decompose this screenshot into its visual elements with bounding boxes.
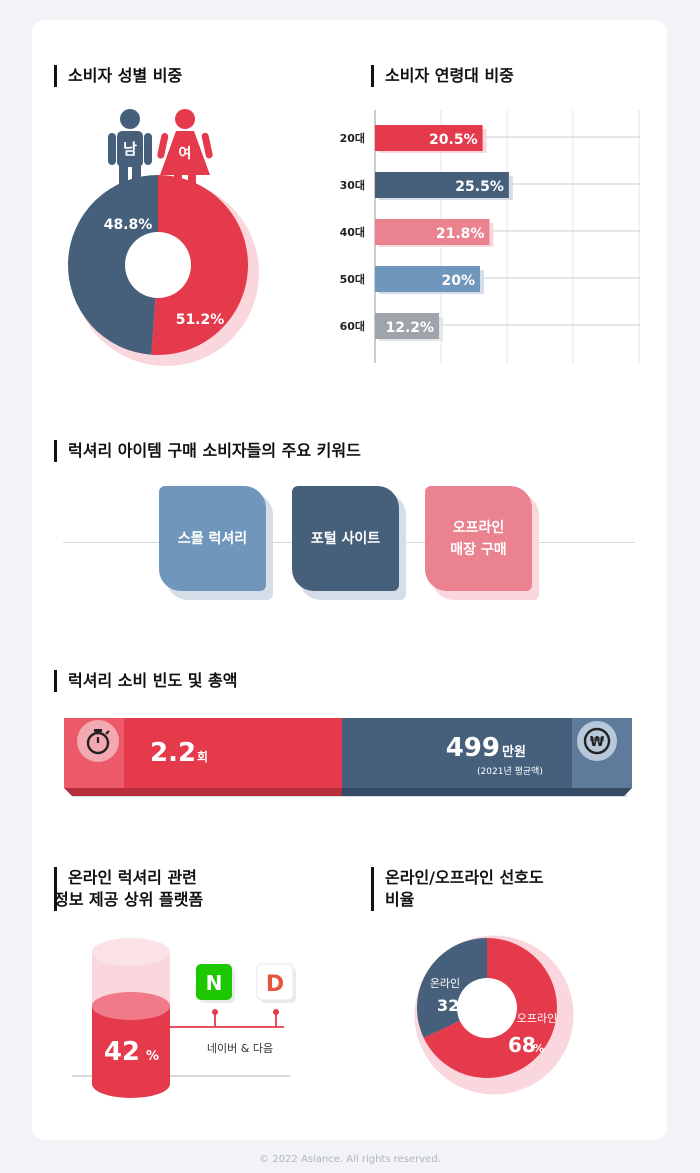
platform-caption: 네이버 & 다음 [207,1042,273,1055]
frequency-total-note: (2021년 평균액) [477,765,543,777]
frequency-count-unit: 회 [197,749,208,764]
age-category-label: 60대 [340,319,365,333]
gender-section-title: 소비자 성별 비중 [54,65,182,87]
preference-offline-label: 오프라인 [517,1012,557,1025]
frequency-section-title: 럭셔리 소비 빈도 및 총액 [54,670,237,692]
keyword-offline-store: 오프라인 매장 구매 [425,486,532,591]
female-label: 여 [179,145,192,162]
platform-section-title: 온라인 럭셔리 관련 정보 제공 상위 플랫폼 [54,867,203,911]
preference-online-value: 32 [437,996,459,1015]
daum-logo-letter: D [266,972,284,997]
preference-donut-hole [457,978,517,1038]
gender-donut-chart: 남 여 48.8% 51.2% [67,109,259,366]
preference-online-label: 온라인 [430,977,460,990]
keyword-3-label-line1: 오프라인 [452,519,505,536]
naver-logo-icon [196,964,235,1003]
stopwatch-icon [77,720,119,762]
gender-slice-male [67,175,158,355]
keyword-3-label-line2: 매장 구매 [450,541,507,558]
age-value-label: 21.8% [436,226,485,242]
daum-logo-icon [256,963,296,1003]
age-bar-60대 [375,313,440,339]
age-section-title: 소비자 연령대 비중 [371,65,514,87]
frequency-total-unit: 만원 [502,744,526,760]
platform-percent-value: 42 [104,1037,140,1067]
frequency-bar: 2.2 회 499 만원 (2021년 평균액) ₩ [64,718,632,797]
age-value-label: 12.2% [385,320,434,336]
gender-slice-female [151,175,248,355]
preference-offline-value: 68 [508,1033,536,1057]
gender-donut-hole [125,232,191,298]
preference-online-unit: % [456,1003,466,1014]
age-category-label: 50대 [340,272,365,286]
won-symbol: ₩ [590,735,605,750]
age-bar-40대 [375,219,490,245]
preference-title-line1: 온라인/오프라인 선호도 [385,868,544,887]
preference-title-line2: 비율 [385,890,415,909]
frequency-count-value: 2.2 [150,738,196,768]
preference-section-title: 온라인/오프라인 선호도 비율 [371,867,544,911]
keywords-section-title: 럭셔리 아이템 구매 소비자들의 주요 키워드 [54,440,361,462]
age-category-label: 30대 [340,178,365,192]
preference-donut-chart: 온라인 32 % 오프라인 68 % [414,935,574,1095]
keyword-small-luxury: 스몰 럭셔리 [159,486,266,591]
age-bar-chart: 20대 20.5% 30대 25.5% 40대 21.8% 50대 20% 60대 12.2% [340,110,640,363]
age-bar-20대 [375,125,483,151]
gender-value-male: 48.8% [104,217,153,233]
age-category-label: 40대 [340,225,365,239]
platform-title-line2: 정보 제공 상위 플랫폼 [54,890,204,909]
keyword-1-label: 스몰 럭셔리 [177,530,248,547]
male-figure-icon [108,109,152,196]
keyword-portal-site: 포털 사이트 [292,486,399,591]
won-icon [577,721,617,761]
male-label: 남 [123,140,137,158]
gender-value-female: 51.2% [176,312,225,328]
age-category-label: 20대 [340,131,365,145]
age-bar-50대 [375,266,480,292]
keyword-2-label: 포털 사이트 [310,530,381,547]
age-value-label: 20.5% [429,132,478,148]
age-value-label: 20% [441,273,475,289]
naver-logo-letter: N [206,971,223,995]
female-figure-icon [157,109,213,196]
platform-title-line1: 온라인 럭셔리 관련 [68,868,197,887]
age-bar-30대 [375,172,509,198]
footer-copyright: © 2022 Asiance. All rights reserved. [259,1154,441,1165]
age-value-label: 25.5% [455,179,504,195]
frequency-total-value: 499 [446,733,500,763]
preference-offline-unit: % [533,1042,544,1055]
platform-percent-unit: % [146,1049,159,1064]
platform-cylinder-chart: 42 % N D 네이버 & 다음 [72,938,296,1098]
